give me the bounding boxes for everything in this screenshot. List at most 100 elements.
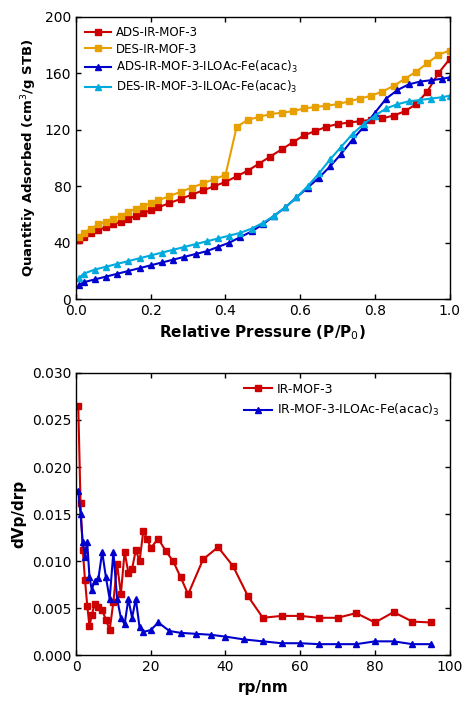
ADS-IR-MOF-3 — [211, 182, 217, 191]
IR-MOF-3-ILOAc-Fe(acac)$_3$ — [223, 633, 228, 641]
DES-IR-MOF-3 — [166, 192, 172, 201]
IR-MOF-3 — [185, 590, 191, 599]
IR-MOF-3 — [245, 592, 251, 600]
ADS-IR-MOF-3 — [312, 127, 318, 136]
ADS-IR-MOF-3 — [368, 116, 374, 124]
DES-IR-MOF-3 — [133, 205, 139, 213]
DES-IR-MOF-3-ILOAc-Fe(acac)$_3$ — [350, 130, 356, 138]
IR-MOF-3-ILOAc-Fe(acac)$_3$ — [279, 639, 284, 647]
IR-MOF-3-ILOAc-Fe(acac)$_3$ — [155, 618, 161, 627]
DES-IR-MOF-3-ILOAc-Fe(acac)$_3$ — [81, 270, 86, 278]
IR-MOF-3-ILOAc-Fe(acac)$_3$ — [316, 640, 322, 648]
ADS-IR-MOF-3-ILOAc-Fe(acac)$_3$ — [182, 253, 187, 261]
ADS-IR-MOF-3 — [436, 69, 441, 78]
DES-IR-MOF-3 — [290, 107, 296, 116]
DES-IR-MOF-3-ILOAc-Fe(acac)$_3$ — [227, 232, 232, 240]
IR-MOF-3-ILOAc-Fe(acac)$_3$ — [122, 620, 128, 628]
ADS-IR-MOF-3-ILOAc-Fe(acac)$_3$ — [92, 275, 98, 284]
DES-IR-MOF-3-ILOAc-Fe(acac)$_3$ — [338, 143, 344, 151]
IR-MOF-3 — [260, 614, 266, 622]
DES-IR-MOF-3-ILOAc-Fe(acac)$_3$ — [103, 263, 109, 271]
ADS-IR-MOF-3 — [245, 167, 251, 175]
DES-IR-MOF-3-ILOAc-Fe(acac)$_3$ — [417, 96, 423, 104]
ADS-IR-MOF-3 — [88, 229, 94, 237]
ADS-IR-MOF-3-ILOAc-Fe(acac)$_3$ — [76, 281, 82, 289]
ADS-IR-MOF-3-ILOAc-Fe(acac)$_3$ — [237, 233, 243, 241]
DES-IR-MOF-3 — [380, 88, 385, 96]
DES-IR-MOF-3-ILOAc-Fe(acac)$_3$ — [260, 219, 266, 227]
DES-IR-MOF-3-ILOAc-Fe(acac)$_3$ — [316, 169, 322, 178]
IR-MOF-3 — [170, 557, 176, 566]
DES-IR-MOF-3-ILOAc-Fe(acac)$_3$ — [271, 212, 277, 220]
IR-MOF-3-ILOAc-Fe(acac)$_3$ — [140, 628, 146, 636]
IR-MOF-3 — [118, 590, 124, 599]
DES-IR-MOF-3 — [424, 59, 430, 68]
IR-MOF-3 — [92, 599, 98, 608]
IR-MOF-3-ILOAc-Fe(acac)$_3$ — [391, 637, 396, 645]
ADS-IR-MOF-3-ILOAc-Fe(acac)$_3$ — [417, 78, 423, 86]
IR-MOF-3 — [297, 611, 303, 620]
DES-IR-MOF-3 — [335, 100, 340, 109]
IR-MOF-3 — [103, 616, 109, 624]
ADS-IR-MOF-3-ILOAc-Fe(acac)$_3$ — [316, 174, 322, 182]
IR-MOF-3-ILOAc-Fe(acac)$_3$ — [178, 628, 183, 637]
DES-IR-MOF-3 — [279, 109, 284, 117]
ADS-IR-MOF-3 — [166, 199, 172, 208]
DES-IR-MOF-3-ILOAc-Fe(acac)$_3$ — [372, 112, 378, 120]
IR-MOF-3-ILOAc-Fe(acac)$_3$ — [107, 594, 112, 603]
IR-MOF-3-ILOAc-Fe(acac)$_3$ — [118, 614, 124, 622]
DES-IR-MOF-3 — [391, 82, 396, 90]
ADS-IR-MOF-3-ILOAc-Fe(acac)$_3$ — [126, 267, 131, 275]
IR-MOF-3-ILOAc-Fe(acac)$_3$ — [166, 627, 172, 635]
IR-MOF-3-ILOAc-Fe(acac)$_3$ — [114, 594, 120, 603]
ADS-IR-MOF-3-ILOAc-Fe(acac)$_3$ — [338, 150, 344, 158]
IR-MOF-3-ILOAc-Fe(acac)$_3$ — [297, 639, 303, 647]
IR-MOF-3-ILOAc-Fe(acac)$_3$ — [89, 585, 95, 594]
IR-MOF-3-ILOAc-Fe(acac)$_3$ — [103, 573, 109, 582]
ADS-IR-MOF-3 — [148, 206, 154, 215]
DES-IR-MOF-3-ILOAc-Fe(acac)$_3$ — [361, 120, 366, 128]
DES-IR-MOF-3 — [126, 208, 131, 216]
ADS-IR-MOF-3-ILOAc-Fe(acac)$_3$ — [103, 273, 109, 281]
DES-IR-MOF-3-ILOAc-Fe(acac)$_3$ — [215, 234, 221, 243]
ADS-IR-MOF-3-ILOAc-Fe(acac)$_3$ — [350, 136, 356, 144]
IR-MOF-3 — [122, 548, 128, 556]
IR-MOF-3-ILOAc-Fe(acac)$_3$ — [410, 640, 415, 648]
IR-MOF-3 — [335, 614, 340, 622]
IR-MOF-3-ILOAc-Fe(acac)$_3$ — [92, 577, 98, 585]
DES-IR-MOF-3-ILOAc-Fe(acac)$_3$ — [428, 95, 434, 103]
ADS-IR-MOF-3 — [279, 145, 284, 154]
DES-IR-MOF-3 — [245, 116, 251, 124]
DES-IR-MOF-3 — [148, 199, 154, 208]
IR-MOF-3-ILOAc-Fe(acac)$_3$ — [75, 486, 81, 495]
DES-IR-MOF-3-ILOAc-Fe(acac)$_3$ — [283, 203, 288, 212]
Line: DES-IR-MOF-3: DES-IR-MOF-3 — [76, 47, 453, 240]
ADS-IR-MOF-3-ILOAc-Fe(acac)$_3$ — [81, 278, 86, 287]
ADS-IR-MOF-3 — [267, 152, 273, 161]
ADS-IR-MOF-3-ILOAc-Fe(acac)$_3$ — [439, 75, 445, 83]
DES-IR-MOF-3 — [103, 217, 109, 226]
DES-IR-MOF-3-ILOAc-Fe(acac)$_3$ — [394, 100, 400, 109]
ADS-IR-MOF-3 — [96, 226, 101, 234]
ADS-IR-MOF-3-ILOAc-Fe(acac)$_3$ — [148, 261, 154, 270]
DES-IR-MOF-3 — [140, 202, 146, 210]
IR-MOF-3-ILOAc-Fe(acac)$_3$ — [80, 538, 86, 546]
DES-IR-MOF-3 — [312, 103, 318, 112]
DES-IR-MOF-3-ILOAc-Fe(acac)$_3$ — [294, 193, 300, 202]
IR-MOF-3 — [137, 557, 142, 566]
DES-IR-MOF-3-ILOAc-Fe(acac)$_3$ — [439, 93, 445, 102]
DES-IR-MOF-3 — [81, 229, 86, 237]
DES-IR-MOF-3-ILOAc-Fe(acac)$_3$ — [193, 240, 199, 249]
DES-IR-MOF-3 — [447, 47, 453, 55]
Legend: IR-MOF-3, IR-MOF-3-ILOAc-Fe(acac)$_3$: IR-MOF-3, IR-MOF-3-ILOAc-Fe(acac)$_3$ — [241, 379, 444, 422]
DES-IR-MOF-3 — [110, 215, 116, 223]
IR-MOF-3-ILOAc-Fe(acac)$_3$ — [335, 640, 340, 648]
DES-IR-MOF-3-ILOAc-Fe(acac)$_3$ — [204, 237, 210, 246]
DES-IR-MOF-3 — [96, 220, 101, 229]
IR-MOF-3-ILOAc-Fe(acac)$_3$ — [84, 538, 90, 546]
DES-IR-MOF-3 — [234, 123, 239, 131]
ADS-IR-MOF-3 — [256, 160, 262, 168]
DES-IR-MOF-3-ILOAc-Fe(acac)$_3$ — [92, 265, 98, 274]
IR-MOF-3-ILOAc-Fe(acac)$_3$ — [193, 630, 199, 638]
DES-IR-MOF-3 — [368, 92, 374, 100]
